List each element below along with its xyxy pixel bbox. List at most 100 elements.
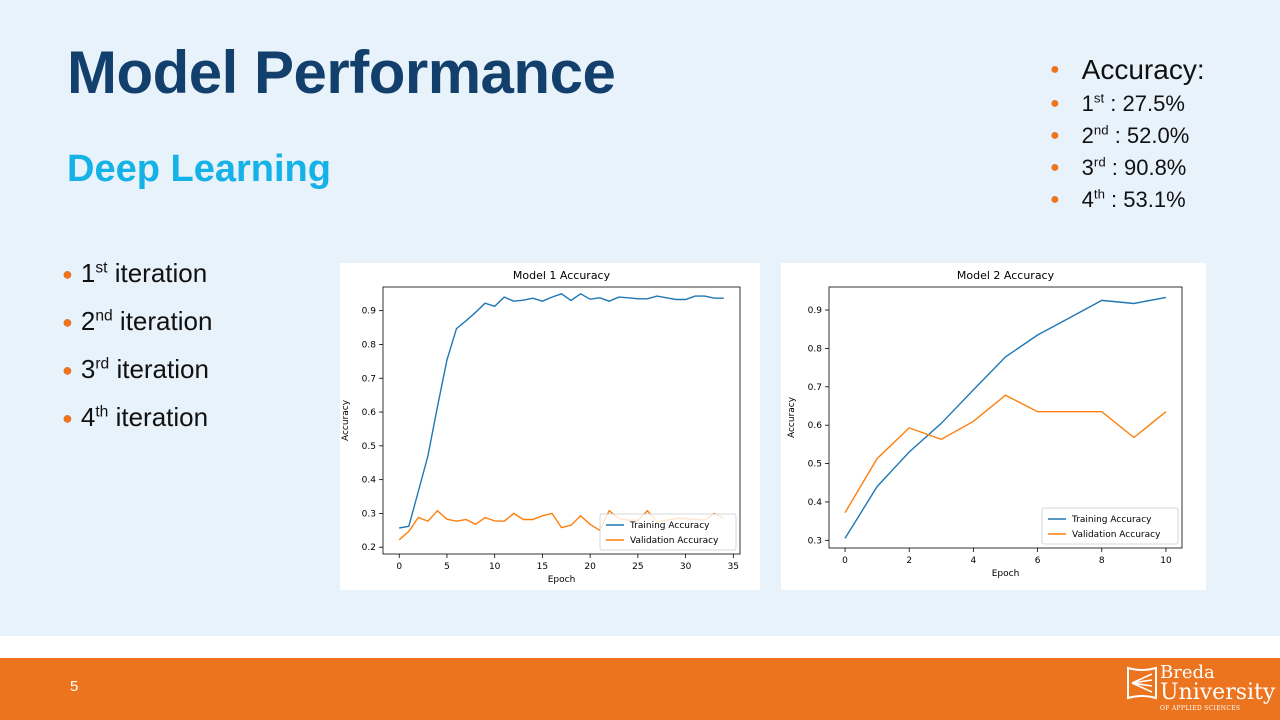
y-axis-label: Accuracy (341, 399, 351, 441)
legend-label: Validation Accuracy (1072, 530, 1161, 540)
y-tick-label: 0.7 (808, 383, 822, 393)
plot-frame (828, 286, 1183, 549)
chart-title: Model 2 Accuracy (957, 269, 1055, 282)
legend-label: Validation Accuracy (630, 536, 719, 546)
y-tick-label: 0.8 (362, 340, 377, 350)
x-tick-label: 2 (906, 556, 912, 566)
accuracy-list: ● Accuracy: ● 1st : 27.5% ● 2nd : 52.0% ● 3r… (1050, 52, 1205, 216)
ordinal-suffix: rd (95, 355, 110, 373)
y-tick-label: 0.6 (808, 421, 823, 431)
bullet-icon: ● (1050, 95, 1060, 112)
x-tick-label: 30 (680, 562, 692, 572)
iteration-label: iteration (109, 354, 209, 384)
university-logo-text: Breda University OF APPLIED SCIENCES (1160, 664, 1275, 712)
accuracy-heading: Accuracy: (1081, 54, 1205, 85)
accuracy-item: ● 1st : 27.5% (1050, 88, 1205, 120)
x-tick-label: 35 (728, 562, 739, 572)
x-tick-label: 0 (842, 556, 848, 566)
series-line-training (399, 292, 724, 529)
x-axis-label: Epoch (992, 569, 1020, 579)
y-tick-label: 0.5 (808, 460, 822, 470)
ordinal-suffix: rd (1093, 154, 1106, 170)
ordinal-suffix: st (1093, 90, 1105, 106)
ordinal-suffix: nd (95, 307, 113, 325)
ordinal-suffix: st (95, 259, 108, 277)
legend-label: Training Accuracy (629, 521, 710, 531)
model-1-accuracy-chart: Model 1 Accuracy 0 5 10 15 20 25 30 35 0.2 0.3 0.4 0… (340, 263, 760, 590)
ordinal-suffix: th (95, 403, 109, 421)
bullet-icon: ● (1050, 127, 1060, 144)
ordinal-suffix: th (1093, 186, 1105, 202)
iteration-item: ● 3rd iteration (62, 354, 212, 402)
accuracy-item: ● 2nd : 52.0% (1050, 120, 1205, 152)
x-tick-label: 4 (971, 556, 977, 566)
x-tick-label: 15 (537, 562, 548, 572)
model-2-accuracy-chart: Model 2 Accuracy 0 2 4 6 8 10 0.3 0.4 0.5 0.6 0.7 0.… (781, 263, 1206, 590)
iteration-item: ● 1st iteration (62, 258, 212, 306)
y-tick-label: 0.7 (362, 374, 376, 384)
footer-separator (0, 636, 1280, 658)
y-tick-label: 0.2 (362, 543, 376, 553)
y-tick-label: 0.6 (362, 408, 377, 418)
accuracy-heading-item: ● Accuracy: (1050, 52, 1205, 88)
x-tick-label: 5 (444, 562, 450, 572)
footer-bar (0, 658, 1280, 720)
bullet-icon: ● (1050, 191, 1060, 208)
accuracy-value: : 27.5% (1104, 91, 1185, 116)
chart-title: Model 1 Accuracy (513, 269, 611, 282)
y-axis-label: Accuracy (787, 396, 797, 438)
ordinal-number: 4 (80, 402, 96, 432)
bullet-icon: ● (62, 408, 73, 428)
ordinal-number: 1 (1081, 91, 1094, 116)
accuracy-value: : 53.1% (1104, 187, 1186, 212)
legend-box (1041, 507, 1179, 545)
bullet-icon: ● (62, 312, 73, 332)
bullet-icon: ● (62, 264, 73, 284)
ordinal-number: 2 (80, 306, 96, 336)
accuracy-value: : 52.0% (1108, 123, 1190, 148)
accuracy-item: ● 4th : 53.1% (1050, 184, 1205, 216)
university-logo-icon (1127, 666, 1157, 700)
x-tick-label: 20 (584, 562, 596, 572)
iteration-item: ● 2nd iteration (62, 306, 212, 354)
chart-svg: Model 2 Accuracy 0 2 4 6 8 10 0.3 0.4 0.5 0.6 0.7 0.… (787, 269, 1183, 579)
page-number: 5 (70, 678, 79, 695)
ordinal-number: 3 (1081, 155, 1094, 180)
legend-box (599, 513, 737, 551)
series-line-training (844, 296, 1167, 539)
x-tick-label: 8 (1099, 556, 1105, 566)
x-tick-label: 0 (396, 562, 402, 572)
iteration-label: iteration (108, 402, 209, 432)
slide-title: Model Performance (67, 39, 616, 106)
y-tick-label: 0.8 (808, 344, 823, 354)
slide-subtitle: Deep Learning (67, 148, 331, 190)
logo-line-3: OF APPLIED SCIENCES (1160, 705, 1241, 712)
y-tick-label: 0.9 (362, 307, 377, 317)
x-axis-label: Epoch (548, 575, 576, 585)
ordinal-number: 1 (80, 258, 96, 288)
iteration-label: iteration (107, 258, 208, 288)
x-tick-label: 25 (632, 562, 643, 572)
accuracy-value: : 90.8% (1105, 155, 1187, 180)
bullet-icon: ● (1050, 61, 1060, 78)
y-tick-label: 0.4 (362, 476, 377, 486)
bullet-icon: ● (62, 360, 73, 380)
y-tick-label: 0.9 (808, 306, 823, 316)
accuracy-item: ● 3rd : 90.8% (1050, 152, 1205, 184)
y-tick-label: 0.3 (808, 536, 822, 546)
series-line-validation (844, 394, 1167, 514)
x-tick-label: 10 (489, 562, 501, 572)
iteration-item: ● 4th iteration (62, 402, 212, 450)
ordinal-number: 3 (80, 354, 96, 384)
x-tick-label: 10 (1160, 556, 1172, 566)
y-tick-label: 0.3 (362, 509, 376, 519)
chart-svg: Model 1 Accuracy 0 5 10 15 20 25 30 35 0.2 0.3 0.4 0… (341, 269, 741, 585)
iteration-list: ● 1st iteration ● 2nd iteration ● 3rd itera… (62, 258, 212, 450)
ordinal-number: 4 (1081, 187, 1094, 212)
plot-frame (382, 286, 741, 555)
bullet-icon: ● (1050, 159, 1060, 176)
y-tick-label: 0.4 (808, 498, 823, 508)
ordinal-number: 2 (1081, 123, 1094, 148)
x-tick-label: 6 (1035, 556, 1041, 566)
logo-line-1: Breda (1160, 662, 1215, 683)
